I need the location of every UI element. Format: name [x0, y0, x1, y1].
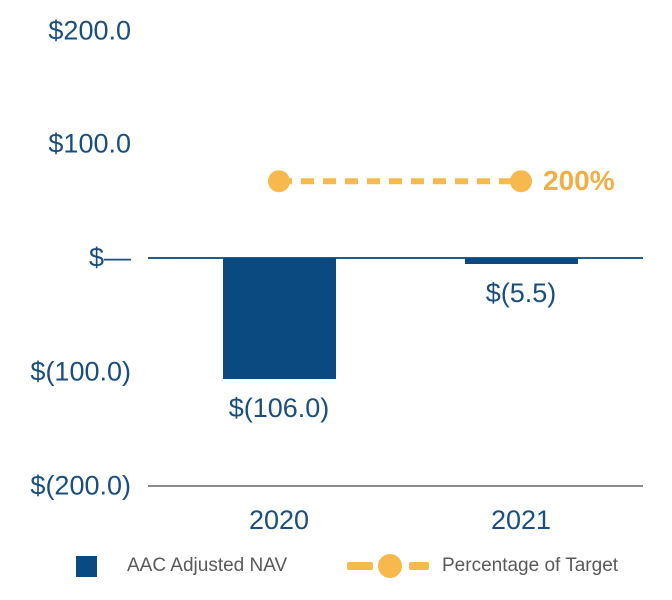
x-axis-label-2020: 2020	[248, 505, 310, 535]
bar-series-swatch-icon	[76, 555, 97, 577]
dashed-line-circle-icon	[347, 554, 429, 578]
legend-label-aac-adjusted-nav: AAC Adjusted NAV	[127, 555, 288, 576]
y-axis-tick-label: $200.0	[48, 15, 131, 45]
legend-item-percentage-of-target: Percentage of Target	[346, 550, 618, 582]
y-axis-tick-label: $(200.0)	[30, 470, 131, 500]
chart-bottom-axis-line	[148, 484, 643, 487]
line-marker-icon	[268, 170, 290, 193]
legend-label-percentage-of-target: Percentage of Target	[442, 555, 619, 576]
x-axis-label-2021: 2021	[490, 505, 552, 535]
bar-value-label: $(106.0)	[228, 392, 330, 423]
chart-legend: AAC Adjusted NAV Percentage of Target	[0, 550, 672, 586]
y-axis-tick-label: $(100.0)	[30, 356, 131, 387]
y-axis-zero-line	[148, 257, 643, 259]
y-axis-tick-label: $—	[88, 242, 131, 273]
y-axis-tick-label: $100.0	[48, 128, 131, 159]
legend-item-aac-adjusted-nav: AAC Adjusted NAV	[76, 550, 287, 582]
bar-2021	[464, 258, 578, 265]
line-marker-icon	[510, 170, 532, 193]
bar-value-label: $(5.5)	[485, 278, 557, 309]
percentage-line-label: 200%	[543, 165, 615, 197]
bar-2020	[222, 258, 336, 379]
